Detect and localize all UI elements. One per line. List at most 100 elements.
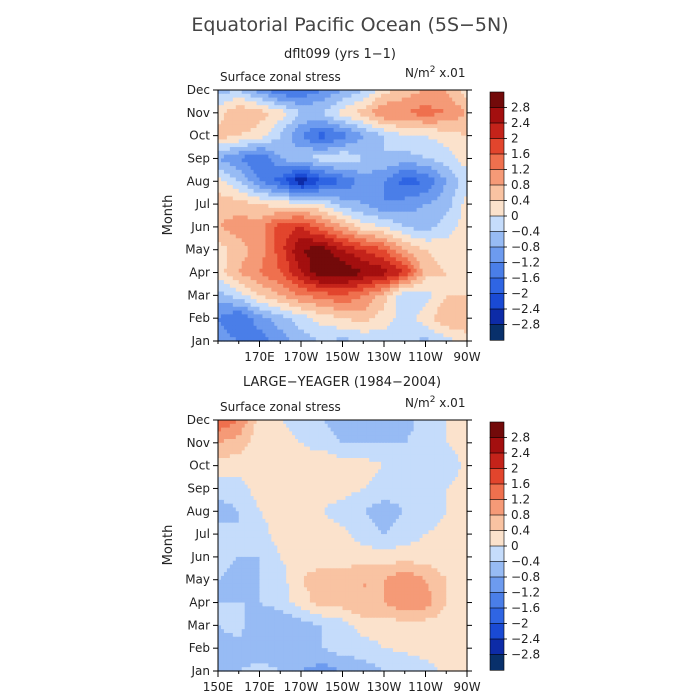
heatmap-cell xyxy=(303,124,308,129)
heatmap-cell xyxy=(375,215,379,220)
heatmap-cell xyxy=(398,143,403,148)
heatmap-cell xyxy=(235,257,240,262)
heatmap-cell xyxy=(440,272,444,277)
heatmap-cell xyxy=(318,124,323,129)
heatmap-cell xyxy=(434,268,438,274)
heatmap-cell xyxy=(223,112,228,118)
heatmap-cell xyxy=(395,264,400,270)
heatmap-cell xyxy=(357,230,361,236)
heatmap-cell xyxy=(280,264,284,270)
heatmap-cell xyxy=(262,181,267,186)
heatmap-cell xyxy=(351,143,355,148)
heatmap-cell xyxy=(342,162,347,167)
heatmap-cell xyxy=(286,238,290,243)
heatmap-cell xyxy=(241,143,246,148)
heatmap-cell xyxy=(455,272,459,277)
heatmap-cell xyxy=(327,112,332,118)
heatmap-cell xyxy=(357,242,361,247)
heatmap-cell xyxy=(265,238,269,243)
heatmap-cell xyxy=(381,238,385,243)
heatmap-cell xyxy=(449,158,453,163)
heatmap-cell xyxy=(360,295,364,300)
heatmap-cell xyxy=(351,295,355,300)
heatmap-cell xyxy=(218,196,222,201)
heatmap-cell xyxy=(309,238,314,243)
heatmap-cell xyxy=(342,219,347,224)
heatmap-cell xyxy=(315,181,320,186)
heatmap-cell xyxy=(342,124,347,129)
heatmap-cell xyxy=(440,261,444,266)
heatmap-cell xyxy=(312,253,317,258)
heatmap-cell xyxy=(434,276,438,281)
heatmap-cell xyxy=(223,109,228,114)
heatmap-cell xyxy=(339,109,344,114)
heatmap-cell xyxy=(280,253,284,258)
heatmap-cell xyxy=(218,219,222,224)
heatmap-cell xyxy=(413,280,418,285)
heatmap-cell xyxy=(283,177,287,182)
heatmap-cell xyxy=(280,120,284,125)
heatmap-cell xyxy=(363,264,367,270)
heatmap-cell xyxy=(229,139,234,144)
heatmap-cell xyxy=(440,112,444,118)
heatmap-cell xyxy=(238,192,243,198)
heatmap-cell xyxy=(303,116,308,122)
heatmap-cell xyxy=(464,268,468,274)
heatmap-cell xyxy=(330,109,335,114)
heatmap-cell xyxy=(378,238,382,243)
heatmap-cell xyxy=(389,135,394,141)
heatmap-cell xyxy=(434,154,438,160)
heatmap-cell xyxy=(235,211,240,217)
heatmap-cell xyxy=(274,158,278,163)
heatmap-cell xyxy=(262,226,267,232)
heatmap-cell xyxy=(440,295,444,300)
heatmap-cell xyxy=(401,109,406,114)
heatmap-cell xyxy=(386,276,391,281)
heatmap-cell xyxy=(283,139,287,144)
heatmap-cell xyxy=(241,185,246,190)
heatmap-cell xyxy=(416,154,421,160)
heatmap-cell xyxy=(419,280,424,285)
heatmap-cell xyxy=(262,112,267,118)
heatmap-cell xyxy=(253,200,258,205)
heatmap-cell xyxy=(422,238,427,243)
heatmap-cell xyxy=(440,162,444,167)
heatmap-cell xyxy=(431,257,435,262)
heatmap-cell xyxy=(292,283,296,289)
heatmap-cell xyxy=(398,207,403,213)
heatmap-cell xyxy=(226,226,231,232)
heatmap-cell xyxy=(413,158,418,163)
heatmap-cell xyxy=(443,299,447,304)
heatmap-cell xyxy=(419,287,424,293)
heatmap-cell xyxy=(229,101,234,106)
heatmap-cell xyxy=(303,207,308,213)
heatmap-cell xyxy=(401,204,406,209)
heatmap-cell xyxy=(235,238,240,243)
heatmap-cell xyxy=(449,124,453,129)
heatmap-cell xyxy=(428,112,433,118)
heatmap-cell xyxy=(431,181,435,186)
heatmap-cell xyxy=(413,185,418,190)
heatmap-cell xyxy=(389,128,394,133)
heatmap-cell xyxy=(339,196,344,201)
heatmap-cell xyxy=(235,245,240,251)
heatmap-cell xyxy=(434,230,438,236)
heatmap-cell xyxy=(398,154,403,160)
heatmap-cell xyxy=(369,158,373,163)
heatmap-cell xyxy=(401,234,406,239)
heatmap-cell xyxy=(395,90,400,95)
heatmap-cell xyxy=(339,192,344,198)
heatmap-cell xyxy=(309,299,314,304)
heatmap-cell xyxy=(262,253,267,258)
heatmap-cell xyxy=(253,116,258,122)
heatmap-cell xyxy=(223,97,228,103)
heatmap-cell xyxy=(354,261,358,266)
heatmap-cell xyxy=(410,272,415,277)
heatmap-cell xyxy=(315,245,320,251)
heatmap-cell xyxy=(232,196,237,201)
heatmap-cell xyxy=(422,272,427,277)
heatmap-cell xyxy=(256,211,261,217)
heatmap-cell xyxy=(268,219,272,224)
heatmap-cell xyxy=(244,188,249,194)
heatmap-cell xyxy=(416,204,421,209)
